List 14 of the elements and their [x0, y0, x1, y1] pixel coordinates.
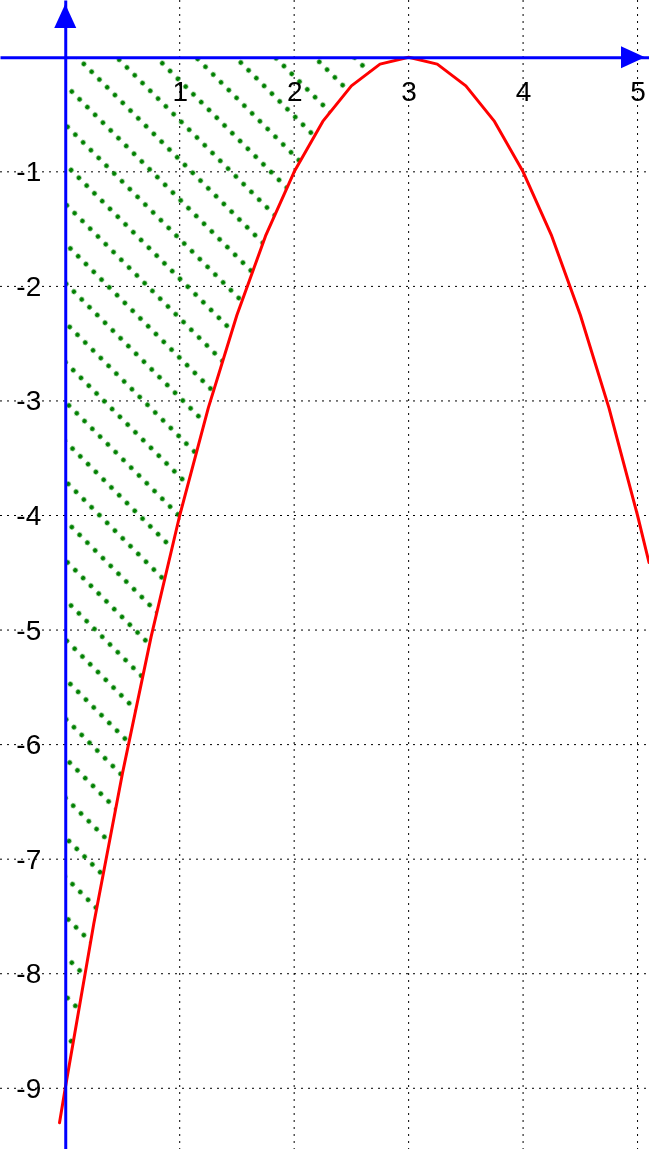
y-tick-label: -9 [16, 1072, 42, 1104]
y-tick-label: -1 [16, 156, 42, 188]
y-tick-label: -8 [16, 958, 42, 990]
y-tick-label: -4 [16, 499, 42, 531]
x-tick-label: 4 [515, 76, 532, 108]
x-tick-label: 2 [286, 76, 303, 108]
y-tick-label: -7 [16, 843, 42, 875]
x-tick-label: 3 [401, 76, 417, 108]
x-tick-label: 1 [172, 76, 188, 108]
y-tick-label: -6 [16, 729, 42, 761]
x-tick-label: 5 [630, 76, 646, 108]
y-tick-label: -2 [16, 270, 42, 302]
y-tick-label: -5 [16, 614, 42, 646]
y-tick-label: -3 [16, 385, 42, 417]
